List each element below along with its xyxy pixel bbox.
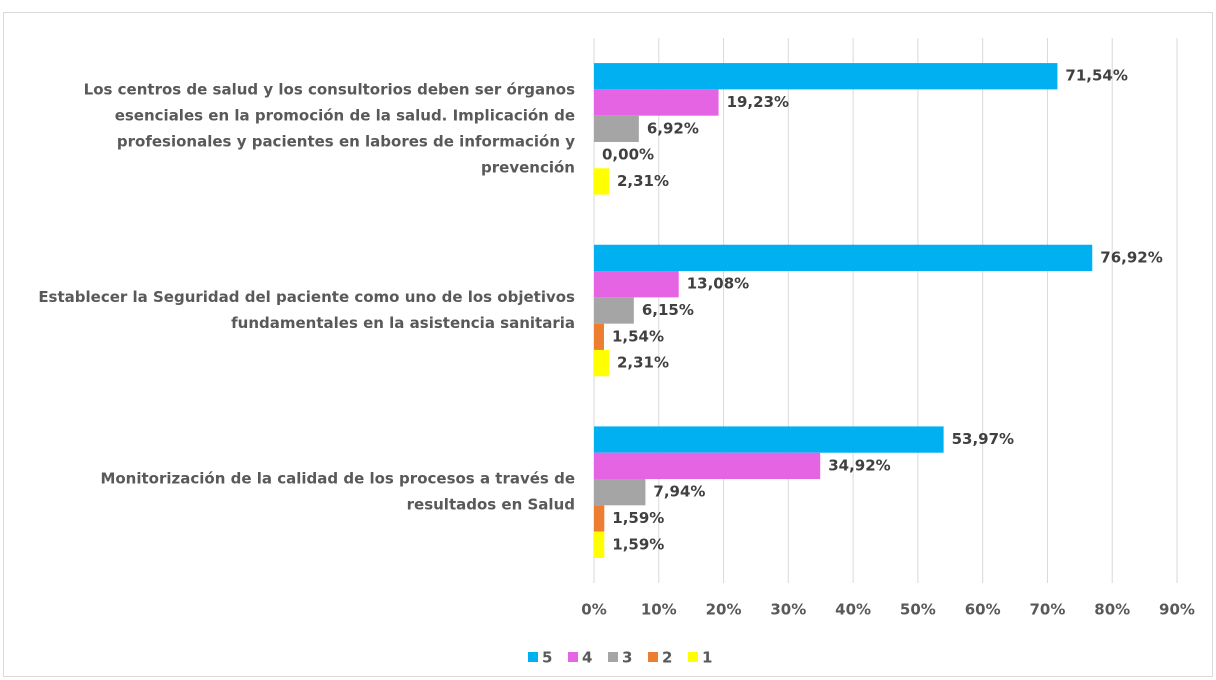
data-label: 13,08% — [687, 275, 749, 293]
data-label: 1,54% — [612, 327, 664, 345]
x-tick-label: 10% — [641, 601, 677, 619]
legend-swatch — [688, 652, 698, 662]
bar — [594, 297, 634, 324]
x-tick-label: 40% — [835, 601, 871, 619]
data-label: 1,59% — [612, 509, 664, 527]
data-label: 2,31% — [617, 172, 669, 190]
data-label: 1,59% — [612, 535, 664, 553]
x-tick-label: 80% — [1094, 601, 1130, 619]
category-label: resultados en Salud — [407, 496, 575, 514]
x-tick-label: 20% — [706, 601, 742, 619]
legend-swatch — [608, 652, 618, 662]
legend-label: 3 — [622, 649, 632, 667]
legend-label: 2 — [662, 649, 672, 667]
data-label: 6,15% — [642, 301, 694, 319]
legend-label: 4 — [582, 649, 592, 667]
data-label: 6,92% — [647, 119, 699, 137]
category-label: Los centros de salud y los consultorios … — [84, 80, 575, 98]
legend-label: 5 — [542, 649, 552, 667]
bar — [594, 63, 1058, 90]
legend-label: 1 — [702, 649, 712, 667]
data-label: 2,31% — [617, 354, 669, 372]
legend-swatch — [568, 652, 578, 662]
legend-swatch — [648, 652, 658, 662]
x-tick-label: 70% — [1029, 601, 1065, 619]
bar — [594, 479, 646, 506]
bar — [594, 323, 604, 350]
category-label: esenciales en la promoción de la salud. … — [115, 106, 575, 124]
data-label: 19,23% — [727, 93, 789, 111]
bar — [594, 89, 719, 116]
x-tick-label: 50% — [900, 601, 936, 619]
category-label: Monitorización de la calidad de los proc… — [100, 470, 575, 488]
bar — [594, 244, 1093, 272]
x-tick-label: 60% — [965, 601, 1001, 619]
data-label: 7,94% — [653, 483, 705, 501]
data-label: 76,92% — [1100, 248, 1162, 266]
x-tick-label: 30% — [770, 601, 806, 619]
bar — [594, 115, 639, 142]
x-tick-label: 90% — [1159, 601, 1195, 619]
bar — [594, 168, 609, 195]
data-label: 71,54% — [1065, 67, 1127, 85]
category-label: Establecer la Seguridad del paciente com… — [38, 288, 575, 306]
data-label: 0,00% — [602, 146, 654, 164]
bar — [594, 452, 821, 480]
data-label: 34,92% — [828, 456, 890, 474]
category-label: prevención — [481, 158, 575, 176]
data-label: 53,97% — [952, 430, 1014, 448]
bar — [594, 531, 605, 558]
bar — [594, 426, 944, 453]
bar — [594, 505, 605, 532]
bar — [594, 271, 679, 298]
x-tick-label: 0% — [581, 601, 606, 619]
bar — [594, 349, 609, 377]
category-label: fundamentales en la asistencia sanitaria — [231, 314, 575, 332]
category-label: profesionales y pacientes en labores de … — [117, 132, 575, 150]
legend-swatch — [528, 652, 538, 662]
